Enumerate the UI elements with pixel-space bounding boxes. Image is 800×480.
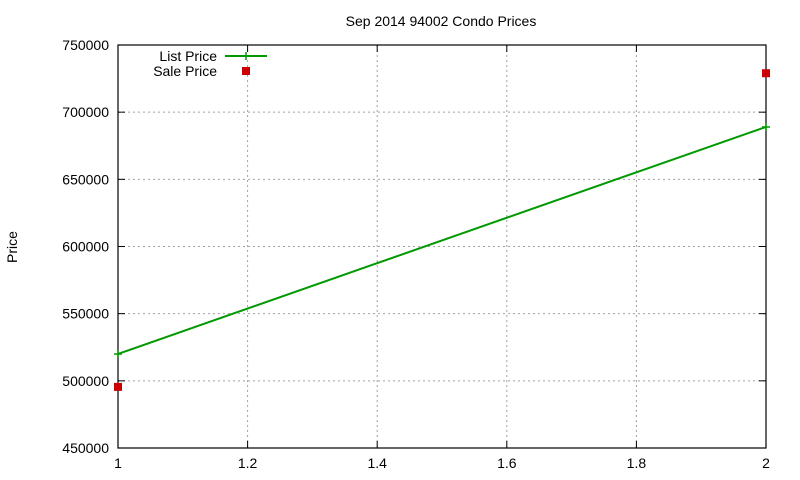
y-tick-label: 650000 bbox=[62, 171, 109, 187]
y-tick-label: 500000 bbox=[62, 373, 109, 389]
y-tick-label: 600000 bbox=[62, 239, 109, 255]
series-line bbox=[117, 125, 767, 355]
chart-title: Sep 2014 94002 Condo Prices bbox=[346, 13, 537, 29]
y-tick-label: 700000 bbox=[62, 104, 109, 120]
data-series bbox=[114, 69, 770, 391]
plus-marker bbox=[242, 52, 250, 60]
y-tick-label: 550000 bbox=[62, 306, 109, 322]
square-marker bbox=[114, 382, 122, 391]
legend-label: Sale Price bbox=[153, 63, 217, 79]
x-tick-label: 1.4 bbox=[367, 455, 387, 471]
legend-label: List Price bbox=[159, 48, 217, 64]
x-tick-label: 1.2 bbox=[238, 455, 258, 471]
grid-lines bbox=[118, 45, 766, 448]
y-axis-ticks: 450000 500000 550000 600000 650000 700000 7500… bbox=[62, 37, 766, 456]
x-tick-label: 2 bbox=[762, 455, 770, 471]
x-tick-label: 1 bbox=[114, 455, 122, 471]
square-marker bbox=[762, 69, 770, 78]
y-axis-label: Price bbox=[4, 231, 20, 263]
x-tick-label: 1.6 bbox=[497, 455, 517, 471]
square-marker bbox=[242, 67, 250, 75]
y-tick-label: 750000 bbox=[62, 37, 109, 53]
plus-marker bbox=[114, 349, 122, 358]
y-tick-label: 450000 bbox=[62, 440, 109, 456]
x-axis-ticks: 1 1.2 1.4 1.6 1.8 2 bbox=[114, 45, 770, 471]
plus-marker bbox=[762, 122, 770, 131]
x-tick-label: 1.8 bbox=[627, 455, 647, 471]
